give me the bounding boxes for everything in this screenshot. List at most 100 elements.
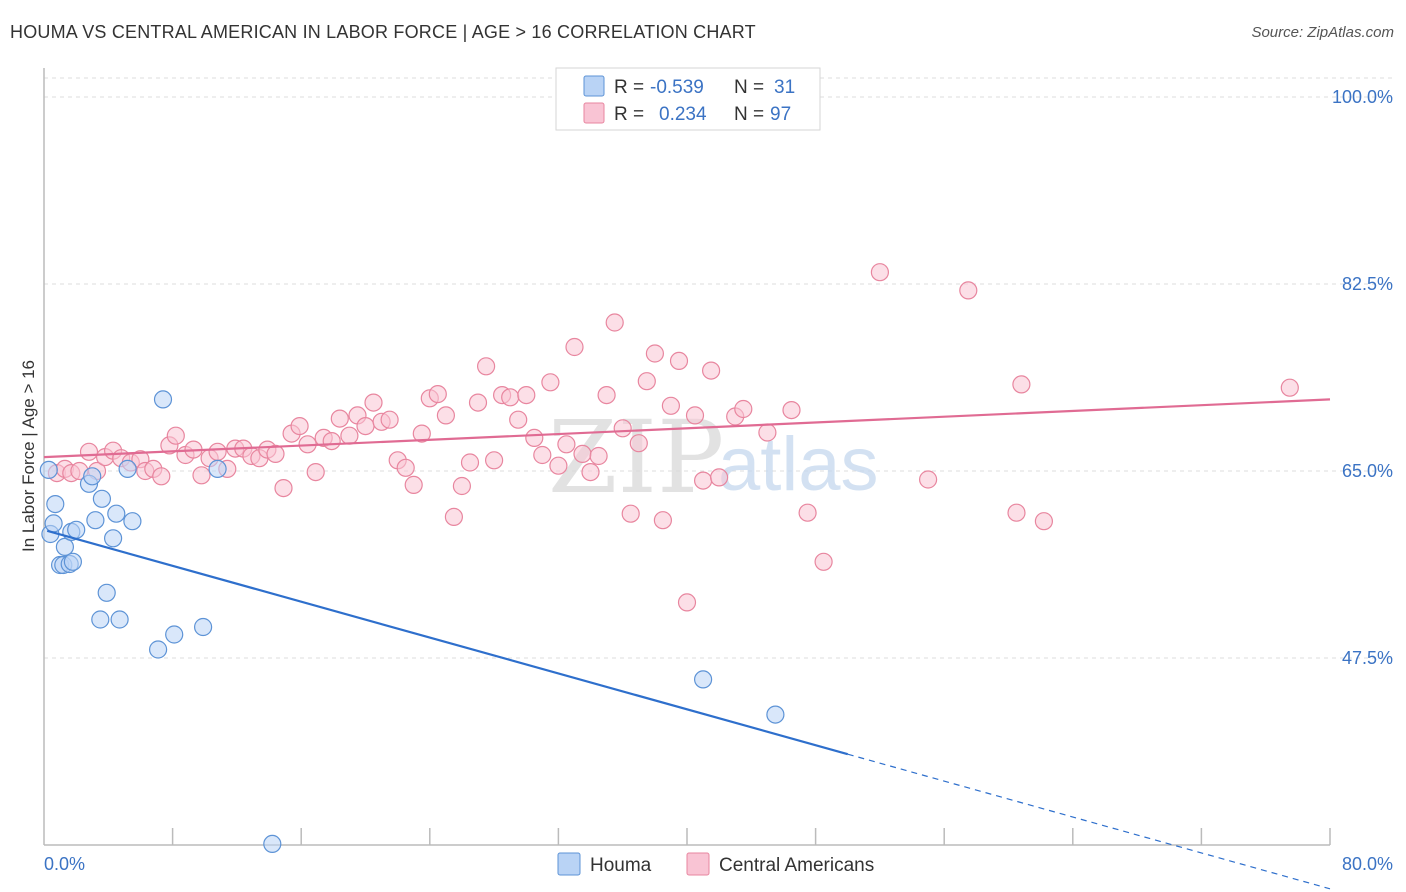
central-point-52 (468, 393, 488, 412)
legend-central-n-label: N = (734, 104, 764, 125)
y-tick-label-1: 82.5% (1342, 274, 1393, 294)
houma-point-25 (194, 617, 213, 637)
legend-central-swatch (583, 102, 605, 124)
houma-point-10 (67, 520, 86, 539)
central-point-75 (653, 511, 673, 530)
central-point-34 (322, 432, 341, 451)
central-point-41 (380, 410, 399, 429)
central-trend-line (43, 398, 1331, 459)
central-point-20 (208, 442, 227, 461)
central-point-57 (509, 410, 528, 429)
central-point-78 (677, 593, 697, 612)
bottom-legend-houma-label: Houma (590, 855, 652, 876)
central-point-95 (1280, 378, 1299, 397)
central-point-39 (364, 393, 383, 412)
central-point-35 (330, 409, 349, 428)
houma-point-18 (107, 504, 126, 523)
central-point-13 (152, 467, 171, 486)
central-point-36 (340, 426, 359, 445)
houma-point-2 (44, 514, 63, 533)
houma-point-6 (55, 537, 75, 557)
central-point-72 (629, 434, 648, 453)
houma-point-26 (208, 459, 227, 478)
central-point-85 (758, 423, 777, 442)
central-point-44 (404, 475, 423, 494)
houma-point-17 (103, 529, 123, 548)
central-point-53 (477, 357, 496, 376)
x-axis-ticks (171, 828, 1331, 845)
central-point-28 (274, 479, 293, 498)
central-point-89 (870, 263, 890, 282)
central-point-90 (918, 470, 938, 489)
legend-central-n-value: 97 (770, 104, 791, 125)
x-tick-label-min: 0.0% (44, 854, 85, 874)
bottom-legend-central-swatch (686, 852, 710, 876)
central-point-91 (959, 281, 978, 300)
central-point-87 (798, 503, 817, 522)
houma-point-12 (83, 467, 102, 486)
watermark: ZIP atlas (548, 399, 879, 516)
bottom-legend-central-label: Central Americans (719, 855, 874, 876)
central-point-79 (685, 406, 705, 425)
central-point-47 (428, 385, 447, 404)
y-axis-title: In Labor Force | Age > 16 (19, 360, 38, 552)
houma-point-28 (693, 670, 713, 689)
houma-point-21 (123, 512, 142, 531)
central-point-88 (814, 552, 833, 571)
houma-point-24 (165, 625, 184, 644)
y-tick-label-2: 65.0% (1342, 461, 1393, 481)
legend-houma-r-label: R = (614, 77, 644, 98)
central-point-51 (460, 453, 480, 472)
legend-central-r-value: 0.234 (659, 104, 707, 125)
central-point-76 (661, 396, 681, 415)
houma-point-22 (149, 640, 168, 659)
central-point-56 (501, 388, 520, 407)
houma-point-20 (118, 459, 137, 478)
central-point-71 (621, 504, 640, 523)
houma-point-13 (86, 511, 105, 530)
houma-point-15 (92, 489, 112, 508)
central-point-27 (266, 444, 285, 463)
houma-point-29 (766, 705, 785, 724)
central-point-77 (669, 351, 689, 370)
central-point-49 (444, 507, 463, 527)
central-point-74 (645, 344, 665, 363)
houma-trend-line (46, 529, 849, 756)
central-point-63 (557, 435, 576, 454)
houma-point-16 (97, 583, 116, 602)
central-point-43 (396, 458, 415, 477)
central-point-32 (306, 463, 325, 482)
watermark-atlas: atlas (718, 422, 879, 507)
central-point-66 (581, 463, 600, 482)
central-point-4 (79, 442, 99, 461)
central-point-65 (573, 444, 592, 463)
legend-houma-n-value: 31 (774, 77, 795, 98)
central-point-58 (517, 386, 536, 405)
series-legend: Houma Central Americans (557, 852, 874, 876)
central-point-80 (693, 471, 713, 490)
central-point-18 (192, 466, 211, 485)
chart-title: HOUMA VS CENTRAL AMERICAN IN LABOR FORCE… (10, 22, 756, 42)
central-point-45 (412, 424, 431, 443)
y-tick-label-0: 100.0% (1332, 87, 1393, 107)
central-point-50 (452, 476, 471, 496)
central-point-84 (734, 399, 753, 419)
source-label: Source: ZipAtlas.com (1251, 24, 1394, 41)
houma-point-0 (39, 460, 58, 479)
central-point-93 (1012, 375, 1031, 394)
central-point-86 (782, 401, 801, 420)
central-point-68 (597, 386, 616, 405)
central-point-67 (589, 446, 608, 466)
central-point-69 (605, 313, 624, 332)
central-point-70 (613, 419, 632, 438)
correlation-legend: R = -0.539 N = 31 R = 0.234 N = 97 (555, 67, 821, 131)
central-point-92 (1007, 503, 1026, 522)
legend-houma-n-label: N = (734, 77, 764, 98)
central-point-94 (1034, 512, 1054, 531)
central-point-30 (290, 417, 309, 436)
central-point-59 (525, 428, 544, 447)
central-point-81 (701, 361, 721, 380)
y-axis-tick-labels: 100.0% 82.5% 65.0% 47.5% (1332, 87, 1393, 668)
central-point-73 (637, 372, 656, 391)
